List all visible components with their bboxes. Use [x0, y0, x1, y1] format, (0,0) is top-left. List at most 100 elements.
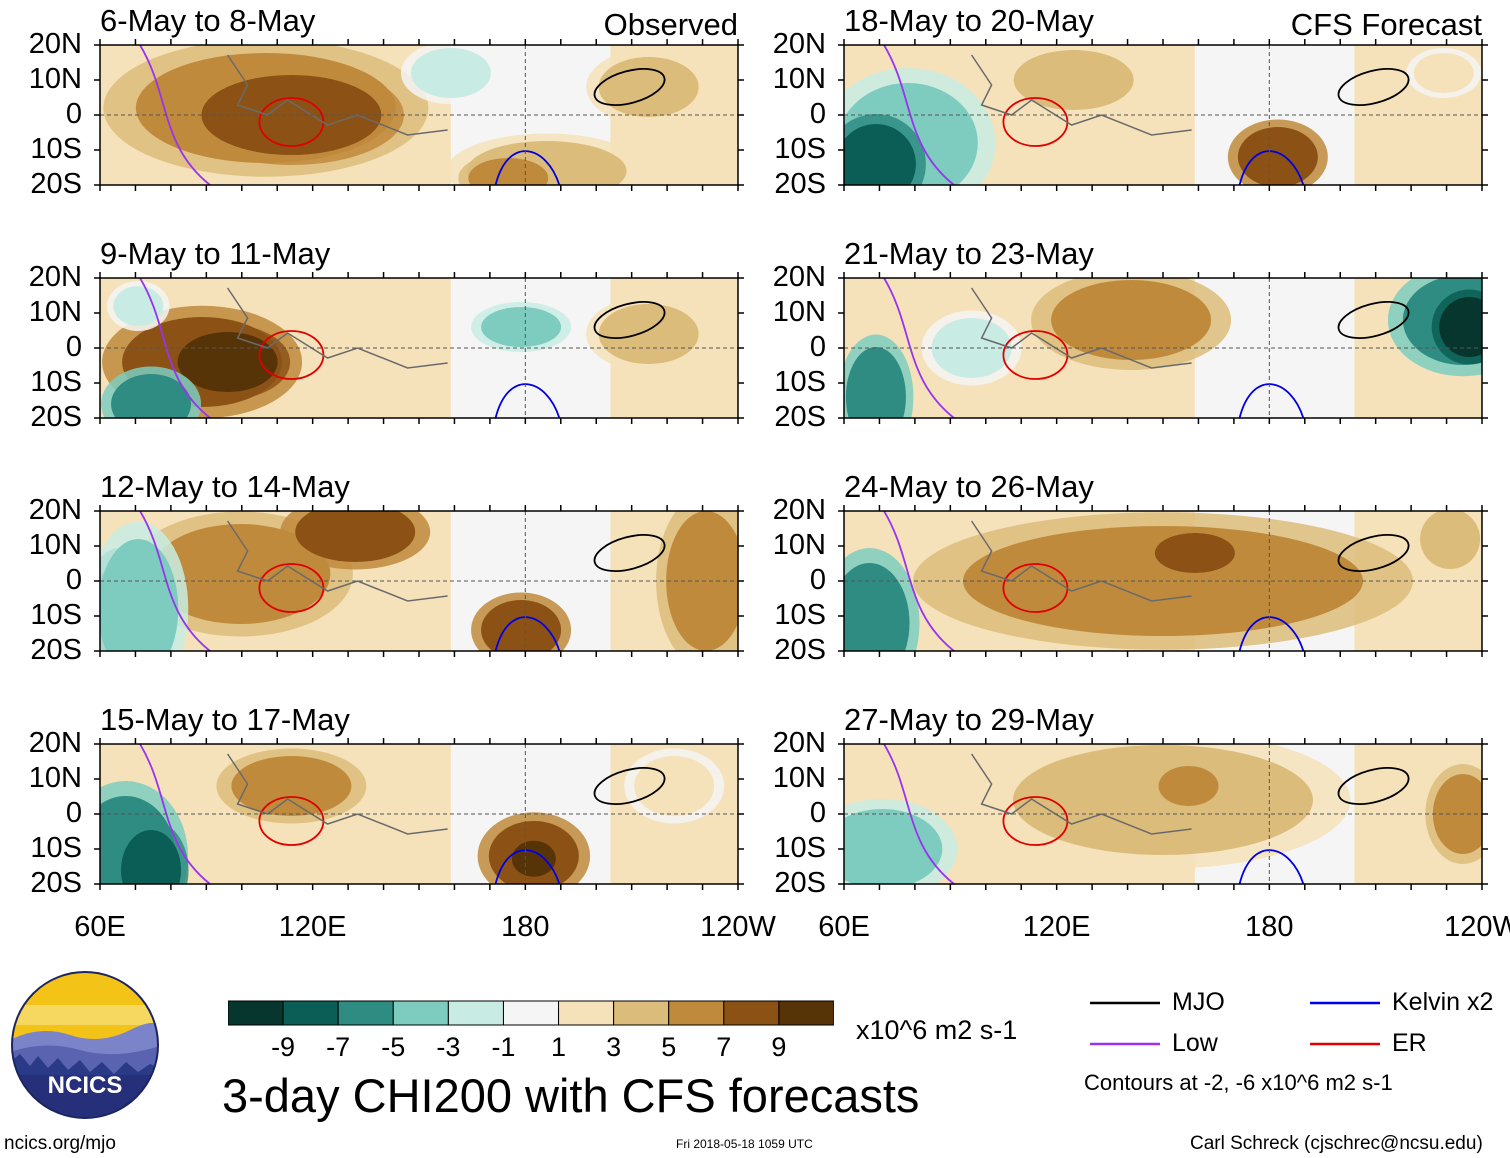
colorbar-swatch — [778, 1000, 834, 1026]
footer-url[interactable]: ncics.org/mjo — [4, 1133, 116, 1154]
panel-tag: Observed — [603, 7, 738, 42]
lat-tick-label: 20S — [774, 867, 826, 899]
colorbar-swatch — [337, 1000, 394, 1026]
lon-tick-label: 60E — [818, 911, 870, 943]
lat-tick-label: 20N — [772, 727, 826, 759]
colorbar-swatch — [502, 1000, 560, 1026]
panel-title: 6-May to 8-May — [100, 3, 316, 38]
colorbar-tick-label: -5 — [381, 1032, 406, 1062]
panel-title: 24-May to 26-May — [844, 469, 1094, 504]
lat-tick-label: 10N — [772, 63, 826, 95]
panel-title: 21-May to 23-May — [844, 236, 1094, 271]
colorbar-tick-label: -7 — [326, 1032, 351, 1062]
lat-tick-label: 10N — [28, 529, 82, 561]
colorbar-swatch — [282, 1000, 339, 1026]
colorbar-swatch — [447, 1000, 504, 1026]
lat-tick-label: 20S — [774, 634, 826, 666]
colorbar-tick-label: 1 — [551, 1032, 567, 1062]
lon-tick-label: 180 — [1245, 911, 1294, 943]
lat-tick-label: 0 — [65, 564, 82, 596]
lat-tick-label: 10S — [774, 133, 826, 165]
panel-title: 12-May to 14-May — [100, 469, 350, 504]
colorbar-tick-label: -3 — [436, 1032, 461, 1062]
colorbar-swatch — [392, 1000, 449, 1026]
lon-tick-label: 120E — [1022, 911, 1091, 943]
panel-0-2 — [94, 505, 744, 657]
legend-note: Contours at -2, -6 x10^6 m2 s-1 — [1084, 1070, 1393, 1095]
lon-tick-label: 120E — [278, 911, 347, 943]
lat-tick-label: 10S — [774, 599, 826, 631]
legend-label-kelvin: Kelvin x2 — [1392, 988, 1494, 1016]
panel-title: 18-May to 20-May — [844, 3, 1094, 38]
lat-tick-label: 0 — [65, 331, 82, 363]
lat-tick-label: 20S — [774, 401, 826, 433]
lat-tick-label: 10N — [28, 63, 82, 95]
lon-tick-label: 60E — [74, 911, 126, 943]
lat-tick-label: 0 — [65, 98, 82, 130]
lat-tick-label: 10S — [30, 366, 82, 398]
lat-tick-label: 20S — [774, 168, 826, 200]
panel-1-2 — [838, 505, 1488, 657]
lat-tick-label: 10N — [28, 296, 82, 328]
colorbar-swatch — [668, 1000, 725, 1026]
legend-label-low: Low — [1172, 1029, 1218, 1057]
lat-tick-label: 10N — [28, 762, 82, 794]
lat-tick-label: 10S — [774, 832, 826, 864]
lat-tick-label: 20S — [30, 634, 82, 666]
colorbar — [228, 1000, 834, 1026]
lat-tick-label: 0 — [809, 797, 826, 829]
lat-tick-label: 10N — [772, 529, 826, 561]
lat-tick-label: 20N — [28, 28, 82, 60]
colorbar-tick-label: 3 — [606, 1032, 622, 1062]
lat-tick-label: 0 — [809, 331, 826, 363]
lat-tick-label: 20N — [772, 28, 826, 60]
lat-tick-label: 20N — [28, 494, 82, 526]
lat-tick-label: 20S — [30, 867, 82, 899]
lat-tick-label: 20S — [30, 401, 82, 433]
lat-tick-label: 10S — [30, 832, 82, 864]
colorbar-swatch — [558, 1000, 615, 1026]
lat-tick-label: 10S — [30, 599, 82, 631]
lat-tick-label: 10S — [774, 366, 826, 398]
panel-title: 27-May to 29-May — [844, 702, 1094, 737]
lat-tick-label: 0 — [809, 98, 826, 130]
panel-0-3 — [94, 738, 744, 890]
lon-tick-label: 120W — [1444, 911, 1510, 943]
panel-title: 9-May to 11-May — [100, 236, 331, 271]
lat-tick-label: 20N — [772, 261, 826, 293]
colorbar-swatch — [723, 1000, 780, 1026]
lat-tick-label: 20N — [772, 494, 826, 526]
lat-tick-label: 0 — [65, 797, 82, 829]
panel-1-3 — [838, 738, 1488, 890]
legend-label-er: ER — [1392, 1029, 1427, 1057]
lat-tick-label: 10N — [772, 296, 826, 328]
colorbar-swatch — [613, 1000, 670, 1026]
footer-author: Carl Schreck (cjschrec@ncsu.edu) — [1190, 1133, 1483, 1154]
lat-tick-label: 20N — [28, 727, 82, 759]
ncics-logo: NCICS — [11, 971, 159, 1119]
colorbar-tick-label: -9 — [271, 1032, 296, 1062]
lat-tick-label: 0 — [809, 564, 826, 596]
legend-label-mjo: MJO — [1172, 988, 1225, 1016]
footer-timestamp: Fri 2018-05-18 1059 UTC — [676, 1137, 813, 1151]
panel-1-0 — [838, 39, 1488, 191]
colorbar-tick-label: 7 — [716, 1032, 732, 1062]
lon-tick-label: 120W — [700, 911, 776, 943]
main-title: 3-day CHI200 with CFS forecasts — [222, 1069, 920, 1122]
panel-0-1 — [94, 272, 744, 424]
colorbar-unit: x10^6 m2 s-1 — [856, 1015, 1018, 1045]
lat-tick-label: 20S — [30, 168, 82, 200]
panel-title: 15-May to 17-May — [100, 702, 350, 737]
lat-tick-label: 10N — [772, 762, 826, 794]
lat-tick-label: 10S — [30, 133, 82, 165]
colorbar-tick-label: 9 — [771, 1032, 787, 1062]
panel-0-0 — [94, 39, 744, 191]
panel-1-1 — [838, 272, 1488, 424]
lat-tick-label: 20N — [28, 261, 82, 293]
colorbar-tick-label: 5 — [661, 1032, 677, 1062]
colorbar-swatch — [228, 1000, 284, 1026]
lon-tick-label: 180 — [501, 911, 550, 943]
legend-lines — [1090, 1001, 1380, 1046]
logo-text: NCICS — [48, 1072, 123, 1099]
